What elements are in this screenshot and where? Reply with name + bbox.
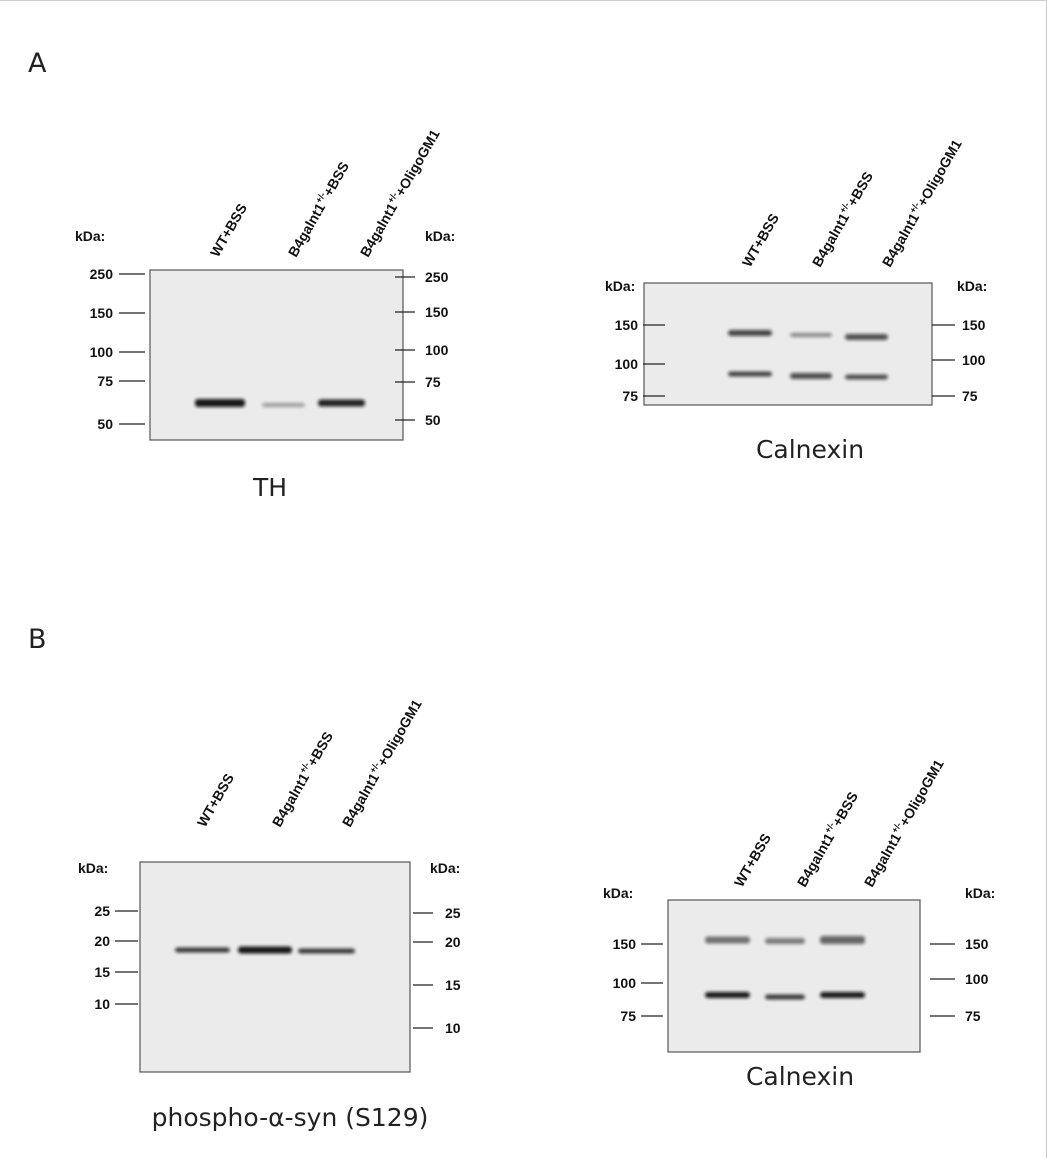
marker-label: 15 bbox=[445, 977, 461, 993]
marker-label: 75 bbox=[622, 388, 638, 404]
protein-band bbox=[820, 936, 865, 944]
protein-band bbox=[262, 403, 305, 407]
marker-label: 20 bbox=[445, 934, 461, 950]
blot-caption: phospho-α-syn (S129) bbox=[152, 1103, 429, 1132]
blot-caption: Calnexin bbox=[746, 1062, 854, 1091]
marker-label: 150 bbox=[962, 317, 986, 333]
kda-label: kDa: bbox=[965, 885, 995, 901]
protein-band bbox=[728, 330, 772, 336]
lane-label-superscript: +/- bbox=[385, 190, 399, 204]
panel-letter: B bbox=[28, 624, 47, 655]
marker-label: 75 bbox=[97, 373, 113, 389]
protein-band bbox=[765, 994, 805, 1000]
marker-label: 25 bbox=[445, 905, 461, 921]
kda-label: kDa: bbox=[75, 228, 105, 244]
protein-band bbox=[705, 936, 750, 944]
blot-caption: Calnexin bbox=[756, 435, 864, 464]
protein-band bbox=[820, 992, 865, 998]
lane-label-superscript: +/- bbox=[889, 820, 903, 834]
marker-label: 75 bbox=[962, 388, 978, 404]
kda-label: kDa: bbox=[603, 885, 633, 901]
protein-band bbox=[790, 373, 832, 379]
marker-label: 100 bbox=[615, 356, 639, 372]
marker-label: 150 bbox=[613, 936, 637, 952]
blot-caption: TH bbox=[252, 473, 287, 502]
marker-label: 50 bbox=[425, 412, 441, 428]
marker-label: 150 bbox=[90, 305, 114, 321]
marker-label: 250 bbox=[90, 266, 114, 282]
marker-label: 75 bbox=[965, 1008, 981, 1024]
marker-label: 150 bbox=[425, 304, 449, 320]
protein-band bbox=[728, 371, 772, 377]
kda-label: kDa: bbox=[605, 278, 635, 294]
blot-membrane bbox=[149, 269, 404, 441]
marker-label: 75 bbox=[620, 1008, 636, 1024]
marker-label: 50 bbox=[97, 416, 113, 432]
marker-label: 25 bbox=[94, 903, 110, 919]
protein-band bbox=[845, 374, 888, 380]
marker-label: 100 bbox=[962, 352, 986, 368]
protein-band bbox=[318, 399, 365, 407]
protein-band bbox=[845, 334, 888, 340]
protein-band bbox=[765, 938, 805, 944]
marker-label: 150 bbox=[615, 317, 639, 333]
marker-label: 100 bbox=[965, 971, 989, 987]
protein-band bbox=[298, 948, 355, 954]
protein-band bbox=[175, 947, 230, 953]
kda-label: kDa: bbox=[430, 860, 460, 876]
marker-label: 10 bbox=[445, 1020, 461, 1036]
marker-label: 100 bbox=[613, 975, 637, 991]
lane-label-superscript: +/- bbox=[367, 760, 381, 774]
marker-label: 75 bbox=[425, 374, 441, 390]
protein-band bbox=[705, 992, 750, 998]
lane-label-superscript: +/- bbox=[837, 200, 851, 214]
marker-label: 20 bbox=[94, 933, 110, 949]
marker-label: 100 bbox=[425, 342, 449, 358]
lane-label-superscript: +/- bbox=[313, 190, 327, 204]
lane-label-superscript: +/- bbox=[907, 200, 921, 214]
blot-membrane bbox=[667, 899, 921, 1053]
protein-band bbox=[238, 946, 292, 954]
panel-letter: A bbox=[28, 48, 47, 79]
marker-label: 250 bbox=[425, 269, 449, 285]
marker-label: 15 bbox=[94, 964, 110, 980]
marker-label: 100 bbox=[90, 344, 114, 360]
kda-label: kDa: bbox=[425, 228, 455, 244]
lane-label-superscript: +/- bbox=[822, 820, 836, 834]
kda-label: kDa: bbox=[957, 278, 987, 294]
marker-label: 150 bbox=[965, 936, 989, 952]
kda-label: kDa: bbox=[78, 860, 108, 876]
protein-band bbox=[790, 333, 832, 337]
lane-label-superscript: +/- bbox=[297, 760, 311, 774]
protein-band bbox=[195, 399, 245, 407]
blot-membrane bbox=[643, 282, 933, 406]
blot-membrane bbox=[139, 861, 411, 1073]
marker-label: 10 bbox=[94, 996, 110, 1012]
